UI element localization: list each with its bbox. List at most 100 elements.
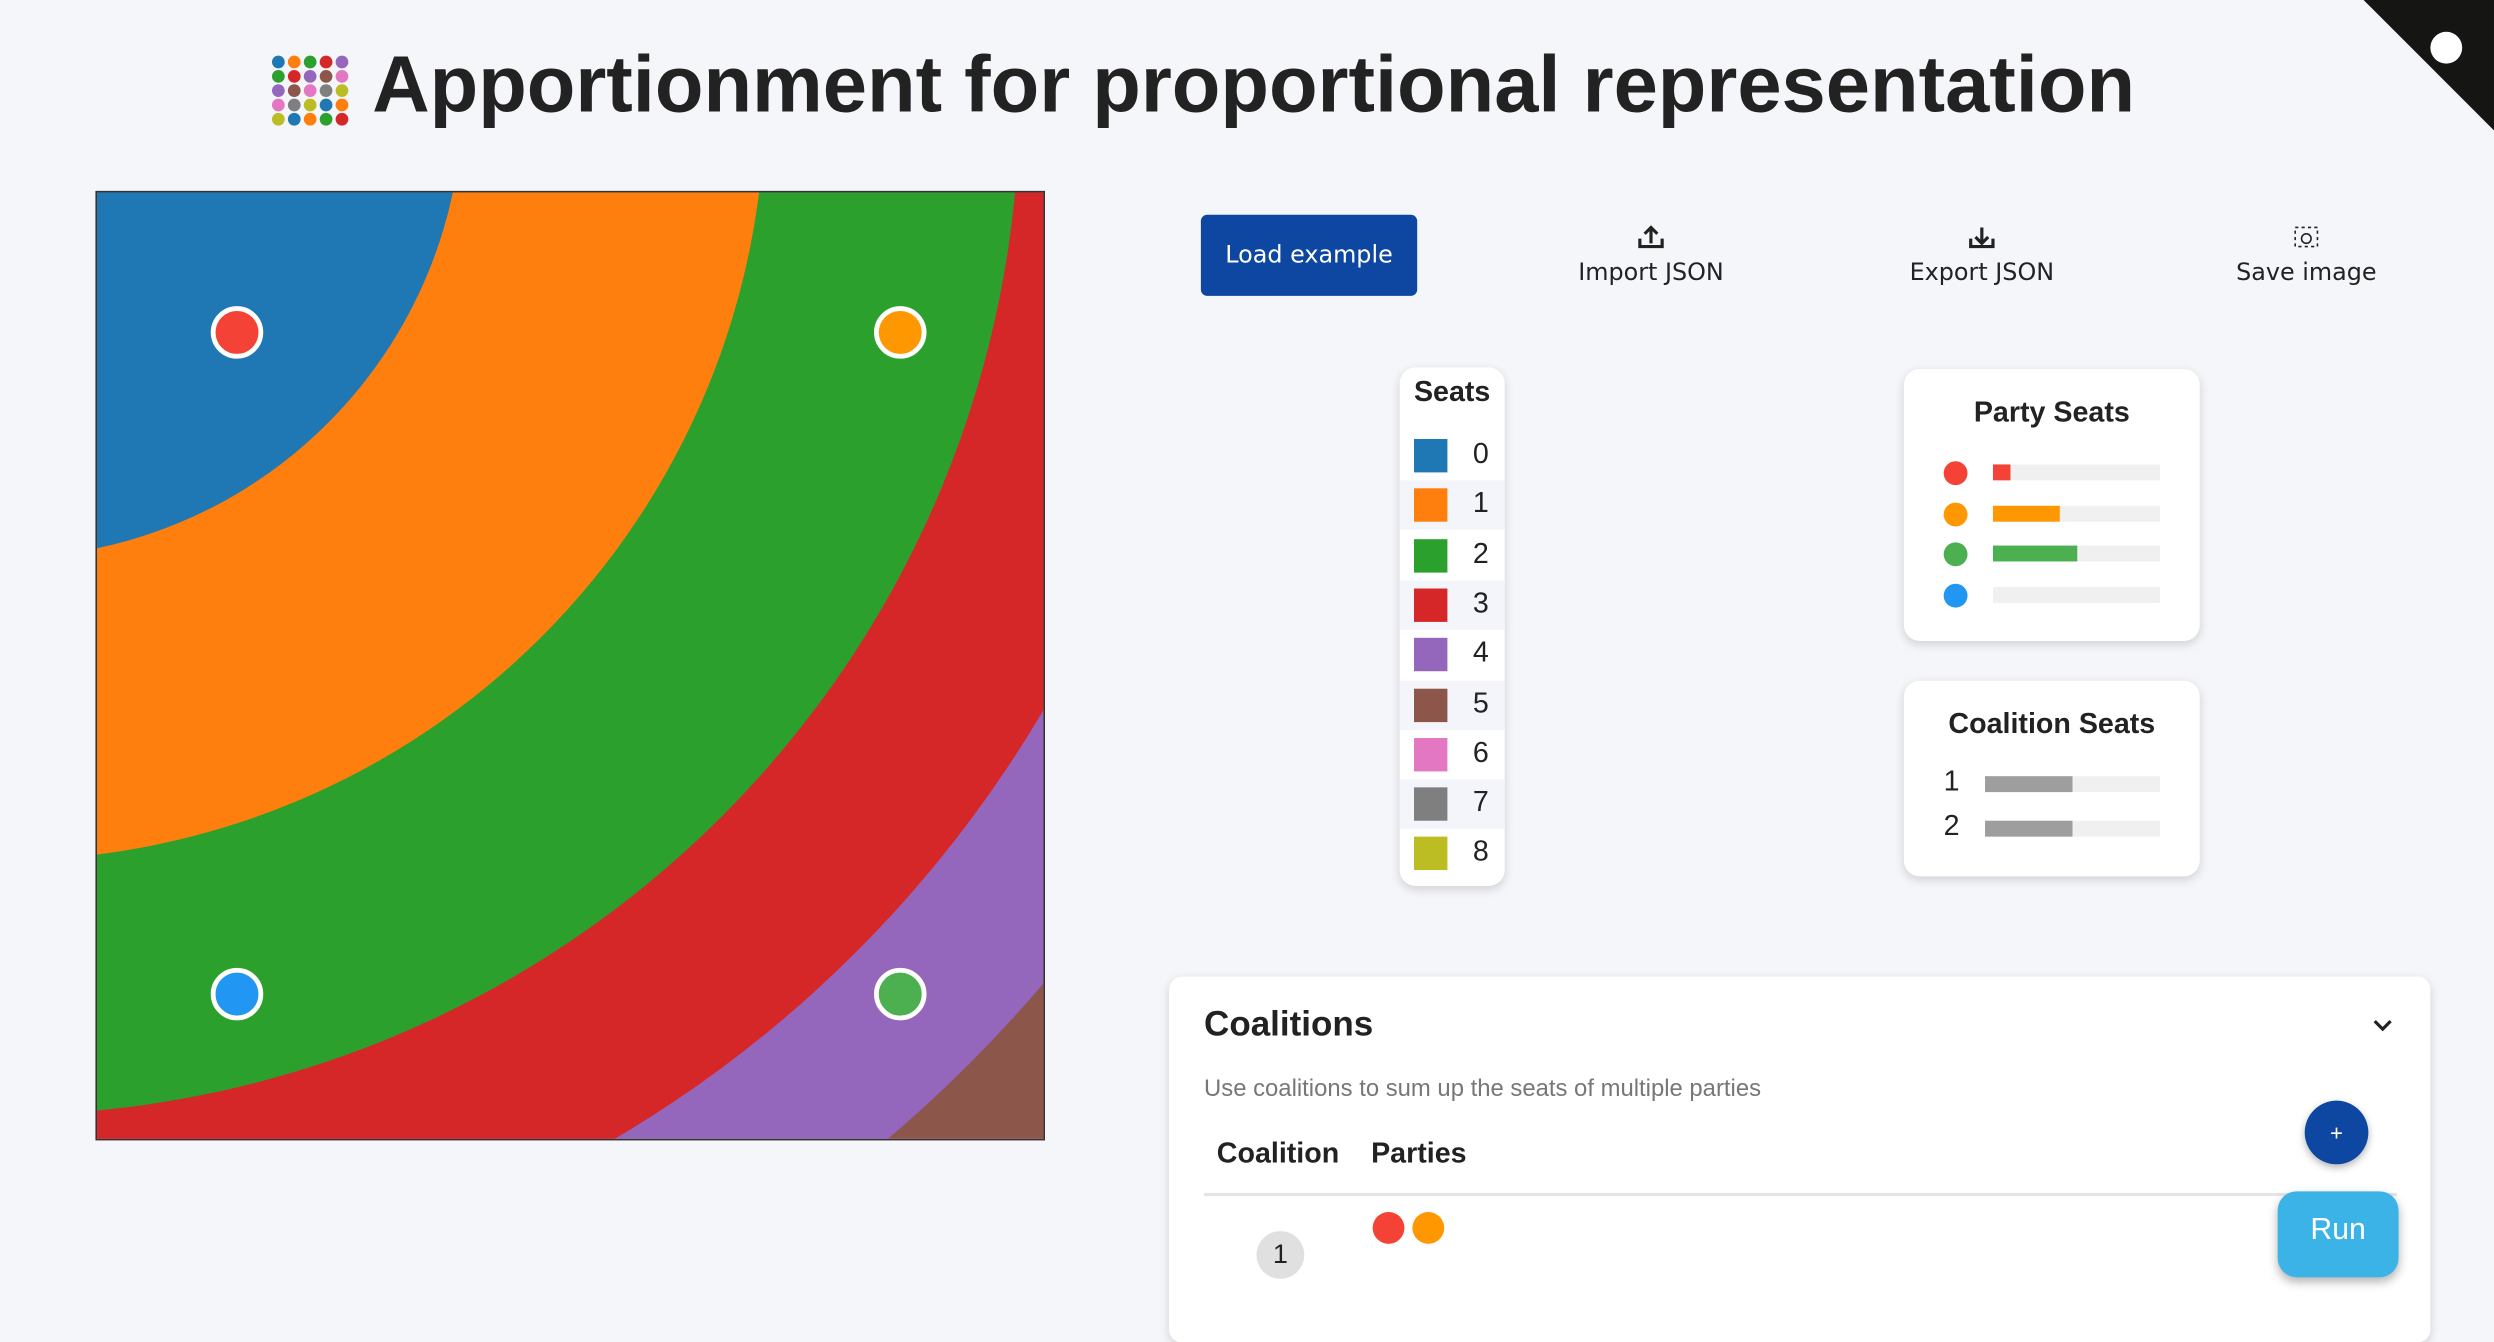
import-json-button[interactable]: Import JSON bbox=[1556, 223, 1747, 286]
logo bbox=[271, 55, 349, 126]
card-title: Party Seats bbox=[1973, 396, 2130, 428]
legend-label: 8 bbox=[1472, 835, 1489, 868]
seat-map[interactable] bbox=[95, 190, 1045, 1141]
card-title: Coalition Seats bbox=[1948, 707, 2156, 740]
upload-icon bbox=[1638, 225, 1664, 249]
logo-dot bbox=[287, 55, 301, 69]
legend-swatch bbox=[1414, 837, 1448, 871]
github-corner[interactable] bbox=[2363, 0, 2494, 131]
legend-label: 5 bbox=[1472, 686, 1489, 719]
legend-item: 1 bbox=[1399, 480, 1505, 531]
legend-swatch bbox=[1414, 588, 1448, 622]
logo-dot bbox=[287, 98, 301, 112]
legend-label: 1 bbox=[1472, 487, 1489, 519]
button-label: Save image bbox=[2236, 257, 2377, 287]
legend-label: 2 bbox=[1472, 536, 1489, 569]
bar-track bbox=[1992, 464, 2160, 481]
logo-dot bbox=[303, 98, 317, 112]
bar-track bbox=[1992, 587, 2160, 603]
legend-swatch bbox=[1414, 488, 1448, 523]
page: Apportionment for proportional represent… bbox=[95, 0, 2494, 1279]
legend-swatch bbox=[1414, 687, 1448, 722]
logo-dot bbox=[271, 98, 285, 112]
legend-item: 6 bbox=[1400, 730, 1505, 779]
party-seats-card: Party Seats bbox=[1903, 369, 2200, 641]
logo-dot bbox=[319, 69, 333, 83]
button-label: Export JSON bbox=[1909, 257, 2055, 287]
party-dot bbox=[1943, 461, 1968, 486]
coalition-seats-card: Coalition Seats 1 2 bbox=[1903, 680, 2200, 877]
load-example-button[interactable]: Load example bbox=[1200, 214, 1418, 296]
logo-dot bbox=[287, 69, 301, 83]
legend-item: 2 bbox=[1400, 531, 1505, 580]
logo-dot bbox=[335, 55, 349, 69]
run-button[interactable]: Run bbox=[2277, 1191, 2399, 1278]
legend-item: 3 bbox=[1399, 580, 1505, 630]
logo-dot bbox=[303, 69, 317, 83]
coalition-label: 1 bbox=[1943, 765, 1960, 797]
legend-title: Seats bbox=[1413, 375, 1491, 408]
logo-dot bbox=[319, 98, 333, 112]
legend-label: 0 bbox=[1472, 437, 1489, 470]
logo-dot bbox=[303, 55, 317, 69]
column-header: Parties bbox=[1371, 1137, 1467, 1170]
legend-item: 0 bbox=[1400, 431, 1505, 480]
logo-dot bbox=[287, 84, 301, 98]
logo-dot bbox=[271, 84, 285, 98]
logo-dot bbox=[303, 112, 317, 126]
legend-swatch bbox=[1414, 538, 1448, 572]
party-dot bbox=[1943, 543, 1968, 567]
logo-dot bbox=[271, 112, 285, 126]
logo-dot bbox=[335, 98, 349, 112]
coalitions-panel: Coalitions Use coalitions to sum up the … bbox=[1169, 976, 2431, 1342]
party-bar bbox=[1992, 546, 2077, 563]
seats-legend: Seats 0 1 2 3 4 5 6 7 8 bbox=[1399, 367, 1505, 886]
party-bar bbox=[1992, 464, 2010, 481]
legend-item: 7 bbox=[1399, 779, 1505, 829]
legend-label: 6 bbox=[1472, 736, 1489, 768]
legend-item: 5 bbox=[1399, 679, 1505, 730]
party-marker[interactable] bbox=[210, 306, 264, 359]
panel-title: Coalitions bbox=[1204, 1003, 1374, 1044]
legend-label: 4 bbox=[1472, 636, 1489, 669]
legend-item: 4 bbox=[1400, 630, 1505, 679]
party-chip bbox=[1412, 1212, 1445, 1244]
logo-dot bbox=[335, 112, 349, 126]
party-dot bbox=[1943, 502, 1968, 526]
coalition-label: 2 bbox=[1943, 809, 1960, 842]
party-marker[interactable] bbox=[210, 967, 264, 1021]
legend-item: 8 bbox=[1400, 829, 1505, 878]
logo-dot bbox=[319, 84, 333, 98]
logo-dot bbox=[287, 112, 301, 126]
page-title: Apportionment for proportional represent… bbox=[372, 39, 2136, 129]
legend-label: 7 bbox=[1472, 785, 1489, 818]
logo-dot bbox=[303, 84, 317, 98]
party-chip bbox=[1372, 1212, 1405, 1244]
party-marker[interactable] bbox=[874, 306, 927, 359]
panel-description: Use coalitions to sum up the seats of mu… bbox=[1204, 1075, 1762, 1103]
seat-region bbox=[97, 192, 453, 549]
legend-swatch bbox=[1414, 787, 1448, 821]
download-icon bbox=[1969, 227, 1995, 249]
party-dot bbox=[1943, 583, 1968, 608]
logo-dot bbox=[319, 112, 333, 126]
legend-swatch bbox=[1414, 438, 1448, 473]
header-divider bbox=[1204, 1192, 2397, 1197]
camera-icon bbox=[2294, 226, 2319, 248]
party-marker[interactable] bbox=[874, 967, 927, 1021]
logo-dot bbox=[271, 55, 285, 69]
coalition-bar bbox=[1985, 776, 2073, 793]
legend-swatch bbox=[1414, 638, 1448, 672]
add-coalition-button[interactable]: + bbox=[2304, 1100, 2369, 1165]
coalition-bar bbox=[1985, 820, 2073, 837]
export-json-button[interactable]: Export JSON bbox=[1886, 223, 2077, 287]
app: Apportionment for proportional represent… bbox=[95, 0, 2494, 1279]
party-bar bbox=[1992, 505, 2060, 522]
save-image-button[interactable]: Save image bbox=[2211, 223, 2402, 287]
column-header: Coalition bbox=[1216, 1137, 1340, 1170]
collapse-icon[interactable] bbox=[2370, 1015, 2395, 1037]
logo-dot bbox=[271, 69, 285, 83]
logo-dot bbox=[335, 84, 349, 98]
legend-label: 3 bbox=[1472, 586, 1489, 619]
legend-swatch bbox=[1414, 737, 1448, 772]
